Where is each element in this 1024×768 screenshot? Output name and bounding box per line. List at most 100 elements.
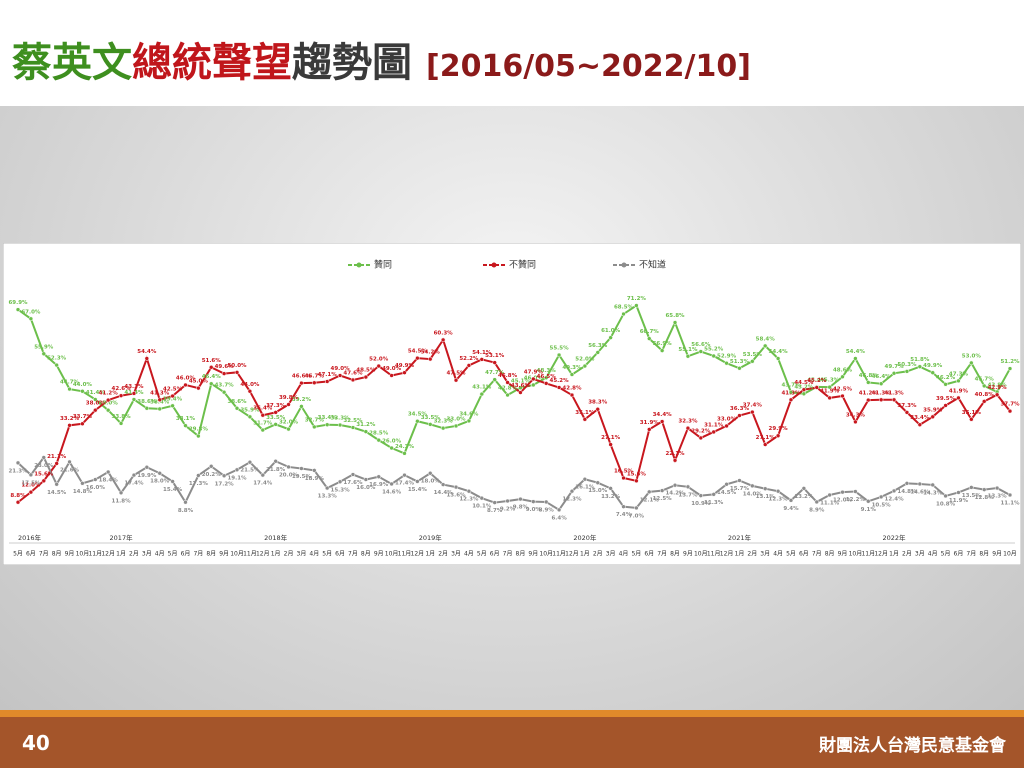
data-point: [415, 418, 420, 424]
data-label: 44.0%: [240, 382, 260, 388]
data-label: 16.1%: [575, 485, 595, 491]
data-label: 43.8%: [988, 382, 1008, 388]
data-point: [518, 390, 523, 395]
data-point: [479, 391, 485, 397]
data-label: 33.1%: [176, 416, 196, 422]
data-point: [814, 385, 820, 390]
data-point: [891, 371, 897, 376]
data-label: 19.9%: [137, 473, 157, 479]
footer: 40 財團法人台灣民意基金會: [0, 717, 1024, 768]
data-label: 12.8%: [975, 495, 995, 501]
data-label: 44.0%: [73, 382, 93, 388]
data-label: 65.8%: [665, 313, 685, 319]
data-point: [698, 435, 704, 441]
x-tick-label: 4月: [309, 551, 319, 558]
data-label: 39.4%: [163, 396, 183, 402]
data-label: 46.7%: [305, 373, 325, 379]
data-label: 49.0%: [382, 366, 402, 372]
x-tick-label: 6月: [335, 551, 345, 558]
data-point: [28, 316, 34, 322]
data-point: [196, 473, 201, 478]
data-label: 15.6%: [34, 471, 54, 477]
x-tick-label: 8月: [516, 551, 526, 558]
data-point: [15, 500, 21, 505]
data-label: 45.2%: [550, 378, 570, 384]
data-point: [621, 475, 626, 481]
data-point: [505, 380, 510, 385]
data-label: 60.7%: [640, 329, 660, 335]
data-label: 38.6%: [137, 399, 157, 405]
year-label: 2021年: [728, 533, 752, 542]
year-label: 2016年: [18, 533, 42, 542]
data-label: 43.2%: [794, 384, 814, 390]
x-tick-label: 12月: [411, 551, 425, 558]
data-label: 35.1%: [962, 410, 982, 416]
x-tick-label: 10月: [230, 551, 244, 558]
data-point: [183, 500, 188, 505]
year-label: 2019年: [419, 533, 443, 542]
data-label: 52.9%: [717, 354, 737, 360]
data-label: 43.7%: [781, 383, 801, 389]
x-tick-label: 6月: [26, 551, 36, 558]
x-tick-label: 5月: [941, 551, 951, 558]
x-tick-label: 8月: [206, 551, 216, 558]
footer-stripe: [0, 710, 1024, 717]
data-point: [956, 395, 961, 401]
data-label: 15.7%: [730, 486, 750, 492]
data-point: [505, 392, 510, 398]
data-label: 49.9%: [395, 363, 415, 369]
data-label: 23.0%: [34, 463, 54, 469]
x-tick-label: 8月: [670, 551, 680, 558]
data-point: [981, 487, 987, 492]
x-tick-label: 2月: [284, 551, 294, 558]
data-label: 8.7%: [487, 508, 503, 514]
data-label: 27.1%: [756, 435, 776, 441]
data-point: [221, 473, 227, 479]
data-point: [672, 482, 678, 488]
data-label: 45.2%: [807, 378, 827, 384]
data-point: [144, 356, 150, 361]
data-label: 38.3%: [588, 400, 608, 406]
data-point: [324, 422, 330, 427]
data-label: 35.9%: [923, 407, 943, 413]
data-point: [54, 362, 59, 368]
data-point: [273, 422, 278, 427]
data-label: 32.3%: [678, 419, 698, 425]
data-point: [402, 451, 407, 456]
year-label: 2020年: [573, 533, 597, 542]
data-point: [299, 466, 304, 471]
data-label: 8.8%: [178, 508, 194, 514]
data-point: [621, 311, 626, 317]
data-label: 36.4%: [253, 406, 273, 412]
x-tick-label: 7月: [348, 551, 358, 558]
data-point: [389, 445, 394, 451]
data-label: 54.1%: [472, 350, 492, 356]
data-point: [67, 459, 72, 465]
data-label: 38.0%: [99, 401, 119, 407]
data-label: 41.2%: [859, 391, 879, 397]
data-point: [260, 427, 266, 433]
data-label: 14.6%: [382, 489, 402, 495]
data-label: 54.2%: [421, 350, 441, 356]
data-label: 41.4%: [86, 390, 106, 396]
data-point: [312, 424, 317, 430]
data-point: [672, 320, 678, 325]
data-point: [273, 410, 278, 415]
x-tick-label: 1月: [425, 551, 435, 558]
data-point: [750, 409, 755, 415]
x-tick-label: 12月: [101, 551, 115, 558]
data-point: [144, 406, 150, 411]
x-tick-label: 6月: [490, 551, 500, 558]
data-point: [556, 352, 562, 358]
data-label: 17.5%: [21, 480, 41, 486]
data-label: 12.3%: [769, 497, 789, 503]
data-label: 68.5%: [614, 305, 634, 311]
data-point: [840, 374, 845, 380]
data-point: [969, 485, 974, 490]
data-label: 46.4%: [872, 374, 892, 380]
x-tick-label: 11月: [861, 551, 875, 558]
data-label: 11.9%: [949, 498, 969, 504]
data-label: 32.5%: [343, 418, 363, 424]
data-point: [762, 486, 768, 491]
data-point: [260, 472, 266, 478]
